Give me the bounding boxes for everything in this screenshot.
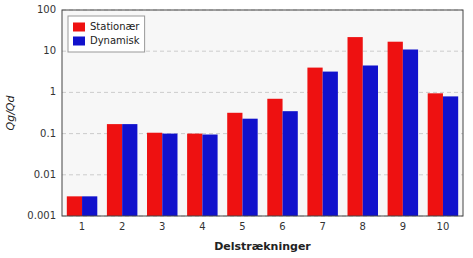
bar: [348, 37, 363, 216]
y-tick-label: 1: [50, 86, 56, 97]
x-tick-label: 10: [437, 221, 450, 232]
legend-swatch: [73, 37, 85, 46]
bar: [82, 196, 97, 216]
bar: [267, 99, 282, 216]
y-tick-label: 0.1: [40, 128, 56, 139]
bar: [67, 196, 82, 216]
plot-area: [62, 10, 463, 216]
x-tick-label: 9: [400, 221, 406, 232]
legend-box: [68, 16, 145, 52]
legend-label: Stationær: [90, 21, 140, 32]
y-tick-label: 0.001: [27, 210, 56, 221]
chart: 0.001 0.01 0.1 1 10 100 1 2 3 4 5 6 7 8 9 10 Delstræknin…: [0, 0, 473, 258]
legend-swatch: [73, 23, 85, 32]
x-tick-label: 3: [159, 221, 165, 232]
plot-frame: [62, 10, 463, 216]
bar: [428, 93, 443, 216]
x-tick-label: 7: [319, 221, 325, 232]
x-tick-label: 6: [279, 221, 285, 232]
y-tick-label: 10: [43, 45, 56, 56]
bar: [122, 124, 137, 216]
legend-label: Dynamisk: [90, 35, 140, 46]
bar: [147, 133, 162, 216]
bar: [162, 134, 177, 216]
x-tick-label: 5: [239, 221, 245, 232]
bar: [363, 65, 378, 216]
bar: [388, 42, 403, 216]
y-tick-label: 100: [37, 4, 56, 15]
y-axis-label: Qg/Qd: [4, 94, 17, 130]
bar: [202, 135, 217, 216]
x-tick-label: 1: [79, 221, 85, 232]
bar: [187, 134, 202, 216]
x-axis-label: Delstrækninger: [214, 240, 311, 253]
bars: [67, 37, 458, 216]
bar: [227, 113, 242, 216]
x-tick-label: 2: [119, 221, 125, 232]
y-tick-label: 0.01: [34, 169, 56, 180]
bar: [403, 49, 418, 216]
bar: [323, 72, 338, 216]
bar: [107, 124, 122, 216]
bar: [242, 119, 257, 216]
bar: [283, 111, 298, 216]
x-tick-label: 8: [360, 221, 366, 232]
bar: [307, 68, 322, 216]
legend: Stationær Dynamisk: [68, 16, 145, 52]
x-tick-label: 4: [199, 221, 205, 232]
bar: [443, 96, 458, 216]
